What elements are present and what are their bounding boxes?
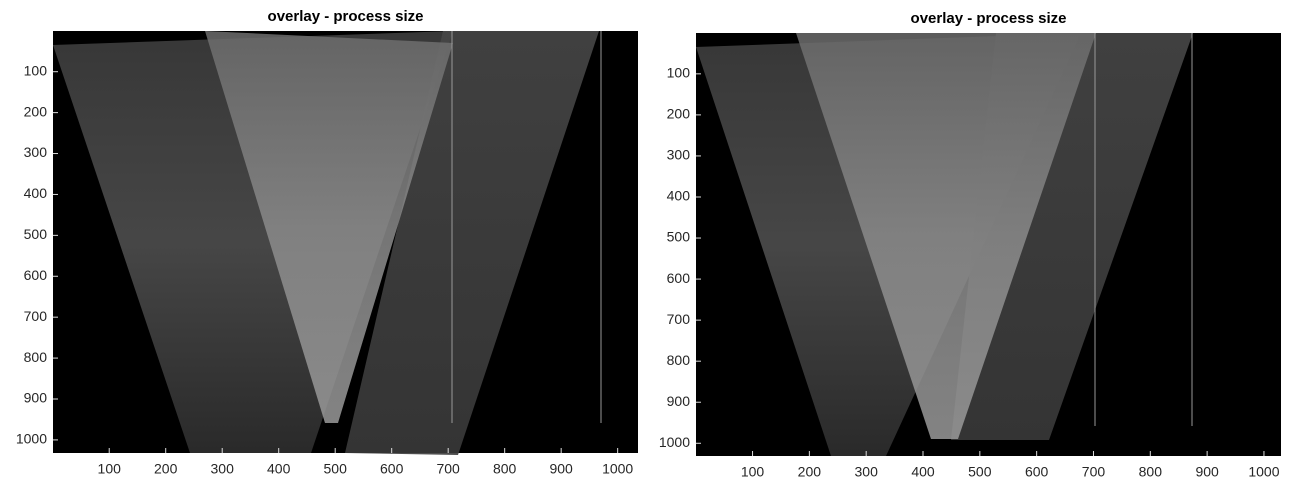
y-tick-label: 700 (24, 308, 48, 324)
y-tick-label: 500 (24, 226, 48, 242)
x-tick-label: 500 (324, 461, 348, 477)
y-tick-label: 900 (667, 393, 691, 409)
y-tick-label: 400 (667, 188, 691, 204)
x-tick-label: 1000 (602, 461, 633, 477)
y-tick-label: 100 (24, 62, 48, 78)
y-tick-label: 500 (667, 229, 691, 245)
x-tick-label: 700 (1082, 464, 1106, 480)
x-tick-label: 400 (267, 461, 291, 477)
y-tick-label: 300 (667, 147, 691, 163)
x-tick-label: 400 (911, 464, 935, 480)
x-tick-label: 300 (855, 464, 879, 480)
axes (53, 31, 638, 455)
y-tick-label: 800 (24, 349, 48, 365)
y-tick-label: 300 (24, 144, 48, 160)
x-tick-label: 700 (436, 461, 460, 477)
x-tick-label: 100 (98, 461, 122, 477)
x-tick-label: 800 (493, 461, 517, 477)
y-tick-label: 600 (24, 267, 48, 283)
x-tick-label: 500 (968, 464, 992, 480)
x-tick-label: 200 (154, 461, 178, 477)
y-tick-label: 600 (667, 270, 691, 286)
sonar-fan (345, 31, 599, 455)
y-tick-label: 1000 (659, 434, 690, 450)
sonar-fan (796, 33, 1096, 439)
y-tick-label: 400 (24, 185, 48, 201)
x-tick-label: 200 (798, 464, 822, 480)
y-tick-label: 200 (667, 106, 691, 122)
sonar-fan (205, 31, 453, 423)
axes (696, 33, 1281, 456)
x-tick-label: 900 (1195, 464, 1219, 480)
y-tick-label: 100 (667, 65, 691, 81)
x-tick-label: 600 (380, 461, 404, 477)
x-tick-label: 800 (1139, 464, 1163, 480)
x-tick-label: 100 (741, 464, 765, 480)
x-tick-label: 300 (211, 461, 235, 477)
x-tick-label: 600 (1025, 464, 1049, 480)
chart-title: overlay - process size (268, 8, 424, 25)
y-tick-label: 900 (24, 390, 48, 406)
x-tick-label: 1000 (1248, 464, 1279, 480)
y-tick-label: 800 (667, 352, 691, 368)
y-tick-label: 700 (667, 311, 691, 327)
y-tick-label: 200 (24, 103, 48, 119)
chart-title: overlay - process size (911, 10, 1067, 27)
x-tick-label: 900 (549, 461, 573, 477)
y-tick-label: 1000 (16, 431, 47, 447)
